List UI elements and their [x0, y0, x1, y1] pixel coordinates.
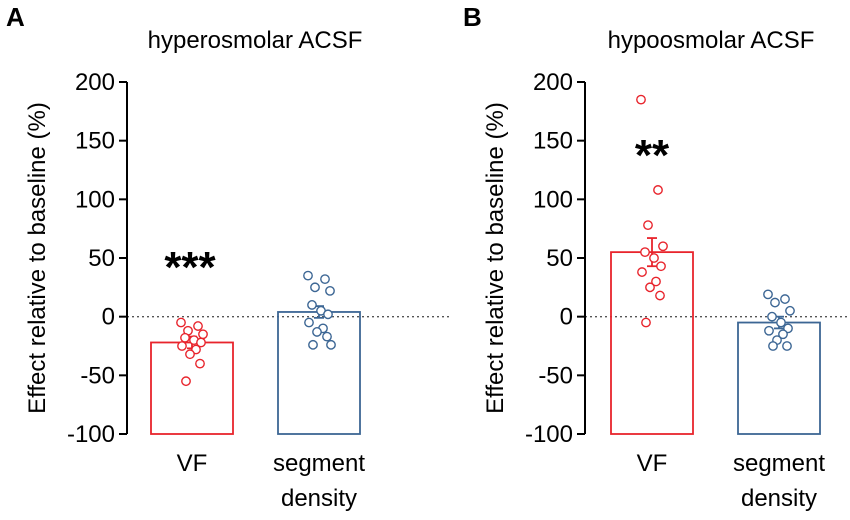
data-point — [643, 220, 653, 231]
y-tick-label: 50 — [88, 245, 115, 272]
data-point — [637, 267, 647, 277]
significance-marker: *** — [164, 243, 216, 292]
data-point — [658, 241, 668, 252]
data-point — [326, 339, 336, 350]
category-label: segment — [273, 450, 365, 477]
data-point — [645, 282, 655, 293]
y-tick-label: 50 — [546, 245, 573, 272]
category-label: VF — [177, 450, 208, 477]
y-tick-label: 150 — [533, 128, 573, 155]
y-tick-label: -100 — [525, 421, 573, 448]
data-point — [325, 285, 335, 296]
category-label: segment — [733, 450, 825, 477]
y-tick-label: 150 — [75, 128, 115, 155]
significance-marker: ** — [635, 131, 670, 180]
data-point — [770, 297, 780, 308]
y-axis-label: Effect relative to baseline (%) — [24, 102, 51, 414]
data-point — [304, 317, 314, 328]
data-point — [651, 276, 661, 287]
data-point — [653, 185, 663, 195]
data-point — [308, 339, 318, 350]
data-point — [782, 341, 792, 351]
data-point — [655, 290, 665, 301]
y-tick-label: -100 — [67, 421, 115, 448]
y-tick-label: 0 — [560, 304, 573, 331]
chart-title: hyperosmolar ACSF — [148, 27, 363, 54]
data-point — [323, 309, 333, 320]
y-tick-label: 0 — [102, 304, 115, 331]
panel-a: A hyperosmolar ACSF Effect relative to b… — [6, 2, 452, 512]
panel-label: A — [6, 2, 25, 32]
data-point — [312, 327, 322, 337]
data-point — [649, 253, 659, 263]
data-point — [640, 247, 650, 258]
data-point — [636, 94, 646, 105]
y-axis-label: Effect relative to baseline (%) — [482, 102, 509, 414]
data-point — [641, 317, 651, 328]
data-point — [764, 325, 774, 336]
data-point — [198, 329, 208, 340]
y-tick-label: 100 — [75, 186, 115, 213]
data-point — [310, 282, 320, 293]
data-point — [193, 321, 203, 331]
panel-b: B hypoosmolar ACSF Effect relative to ba… — [463, 2, 850, 512]
panel-label: B — [463, 2, 482, 32]
chart-title: hypoosmolar ACSF — [608, 27, 815, 54]
data-point — [778, 329, 788, 340]
category-label: VF — [637, 450, 668, 477]
data-point — [785, 305, 795, 316]
y-tick-label: -50 — [538, 362, 573, 389]
data-point — [776, 317, 786, 328]
data-point — [177, 341, 187, 351]
data-point — [767, 311, 777, 322]
data-point — [195, 358, 205, 369]
data-point — [768, 341, 778, 351]
data-point — [185, 349, 195, 360]
y-tick-label: 200 — [75, 69, 115, 96]
data-point — [656, 261, 666, 272]
data-point — [303, 270, 313, 281]
data-point — [307, 300, 317, 310]
y-tick-label: 200 — [533, 69, 573, 96]
data-point — [763, 289, 773, 300]
data-point — [180, 332, 190, 343]
data-point — [176, 317, 186, 328]
y-tick-label: 100 — [533, 186, 573, 213]
data-point — [780, 294, 790, 304]
category-label: density — [281, 485, 357, 512]
data-point — [196, 337, 206, 348]
data-point — [322, 331, 332, 342]
y-tick-label: -50 — [80, 362, 115, 389]
data-point — [320, 274, 330, 285]
data-point — [181, 376, 191, 387]
category-label: density — [741, 485, 817, 512]
